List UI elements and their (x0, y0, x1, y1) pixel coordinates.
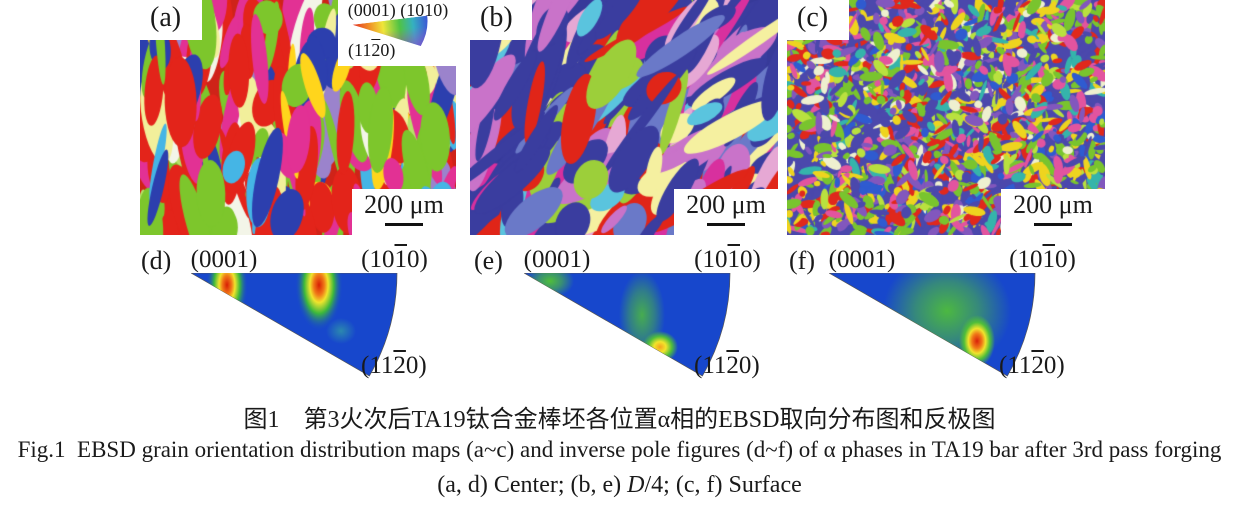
scale-bar-a: 200 μm (352, 189, 456, 235)
miller-1120-label: (1120) (999, 352, 1065, 379)
ipf-wedge-e (524, 273, 731, 377)
scale-text-a: 200 μm (364, 190, 444, 219)
caption-english: Fig.1 EBSD grain orientation distributio… (17, 437, 1222, 462)
color-key-wedge (352, 15, 428, 47)
panel-label-b: (b) (480, 2, 513, 33)
panel-label-box-a: (a) (140, 0, 202, 40)
ipf-wedge-d (191, 273, 398, 377)
panel-label-box-b: (b) (470, 0, 532, 40)
ipf-panel-e: (e) (0001) (1010) (1120) (468, 244, 803, 399)
miller-0001-label: (0001) (523, 246, 591, 273)
ebsd-panel-b: (b) 200 μm (470, 0, 778, 235)
scale-bar-c: 200 μm (1001, 189, 1105, 235)
ipf-color-key: (0001) (1010) (1120) (338, 0, 456, 66)
color-key-top-labels: (0001) (1010) (347, 0, 449, 20)
ipf-label-f: (f) (789, 246, 815, 275)
color-key-bottom-label: (1120) (348, 40, 396, 60)
panel-label-a: (a) (150, 2, 182, 33)
miller-1010-label: (1010) (694, 246, 761, 273)
ipf-panel-f: (f) (0001) (1010) (1120) (773, 244, 1108, 399)
ipf-panel-d: (d) (0001) (1010) (1120) (135, 244, 470, 399)
scale-line-a (385, 222, 423, 226)
scale-line-b (707, 222, 745, 226)
ipf-label-d: (d) (141, 246, 172, 275)
ipf-wedge-f (829, 273, 1036, 377)
miller-1010-label: (1010) (361, 246, 428, 273)
panel-label-c: (c) (797, 2, 829, 33)
miller-0001-label: (0001) (190, 246, 258, 273)
panel-label-box-c: (c) (787, 0, 849, 40)
ipf-label-e: (e) (474, 246, 503, 275)
ebsd-panel-c: (c) 200 μm (787, 0, 1105, 235)
ebsd-panel-a: (a) (0001) (1010) (1120) 200 μm (140, 0, 456, 235)
miller-0001-label: (0001) (828, 246, 896, 273)
caption-chinese: 图1 第3火次后TA19钛合金棒坯各位置α相的EBSD取向分布图和反极图 (243, 407, 996, 433)
miller-1010-label: (1010) (1009, 246, 1076, 273)
miller-1120-label: (1120) (361, 352, 427, 379)
miller-1120-label: (1120) (694, 352, 760, 379)
scale-line-c (1034, 222, 1072, 226)
scale-text-b: 200 μm (686, 190, 766, 219)
scale-bar-b: 200 μm (674, 189, 778, 235)
scale-text-c: 200 μm (1013, 190, 1093, 219)
caption-subitems: (a, d) Center; (b, e) D/4; (c, f) Surfac… (437, 472, 802, 498)
